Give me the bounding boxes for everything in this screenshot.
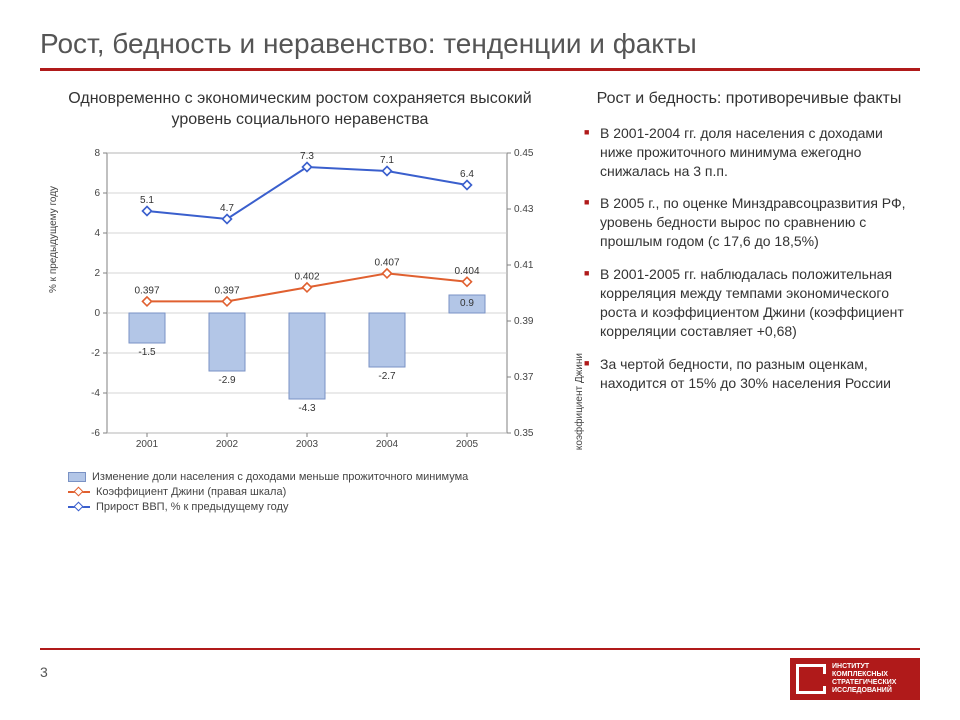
columns: Одновременно с экономическим ростом сохр…	[40, 89, 920, 516]
legend-label: Изменение доли населения с доходами мень…	[92, 471, 468, 483]
svg-text:0.9: 0.9	[460, 298, 474, 309]
legend-label: Коэффициент Джини (правая шкала)	[96, 486, 286, 498]
legend-item-gdp: Прирост ВВП, % к предыдущему году	[68, 501, 560, 513]
legend-swatch-line	[68, 502, 90, 512]
page-title: Рост, бедность и неравенство: тенденции …	[40, 28, 920, 71]
svg-text:8: 8	[94, 148, 100, 159]
svg-text:0.402: 0.402	[294, 271, 319, 282]
svg-text:-2: -2	[91, 348, 100, 359]
legend-swatch-line	[68, 487, 90, 497]
legend-swatch-bar	[68, 472, 86, 482]
svg-text:-1.5: -1.5	[138, 347, 156, 358]
svg-text:0.397: 0.397	[214, 285, 239, 296]
svg-text:0: 0	[94, 308, 100, 319]
svg-text:0.39: 0.39	[514, 316, 534, 327]
bullet-list: В 2001-2004 гг. доля населения с доходам…	[584, 124, 914, 393]
svg-text:-4.3: -4.3	[298, 403, 316, 414]
svg-text:0.397: 0.397	[134, 285, 159, 296]
svg-text:6: 6	[94, 188, 100, 199]
svg-text:0.45: 0.45	[514, 148, 534, 159]
left-subtitle: Одновременно с экономическим ростом сохр…	[40, 89, 560, 131]
bullet-item: В 2001-2005 гг. наблюдалась положительна…	[584, 265, 914, 341]
svg-text:0.37: 0.37	[514, 372, 534, 383]
right-subtitle: Рост и бедность: противоречивые факты	[584, 89, 914, 110]
logo-icon	[796, 664, 826, 694]
svg-text:6.4: 6.4	[460, 169, 474, 180]
svg-text:2001: 2001	[136, 439, 159, 450]
svg-text:2004: 2004	[376, 439, 399, 450]
logo: ИНСТИТУТКОМПЛЕКСНЫХСТРАТЕГИЧЕСКИХИССЛЕДО…	[790, 658, 920, 700]
footer-rule	[40, 648, 920, 650]
svg-text:-2.7: -2.7	[378, 371, 396, 382]
chart: % к предыдущему году коэффициент Джини -…	[52, 143, 560, 463]
svg-text:2: 2	[94, 268, 100, 279]
svg-text:2003: 2003	[296, 439, 319, 450]
svg-text:4: 4	[94, 228, 100, 239]
bullet-item: За чертой бедности, по разным оценкам, н…	[584, 355, 914, 393]
chart-svg: -6 -4 -2 0 2 4 6 8 0.35 0.37 0.39 0.41 0.43 0.45 -1.5 -…	[52, 143, 552, 453]
logo-text: ИНСТИТУТКОМПЛЕКСНЫХСТРАТЕГИЧЕСКИХИССЛЕДО…	[832, 663, 896, 695]
legend-item-gini: Коэффициент Джини (правая шкала)	[68, 486, 560, 498]
y-axis-left-label: % к предыдущему году	[48, 186, 59, 293]
slide: Рост, бедность и неравенство: тенденции …	[0, 0, 960, 720]
svg-text:5.1: 5.1	[140, 195, 154, 206]
svg-text:-4: -4	[91, 388, 100, 399]
svg-text:2005: 2005	[456, 439, 479, 450]
legend-label: Прирост ВВП, % к предыдущему году	[96, 501, 288, 513]
svg-text:0.35: 0.35	[514, 428, 534, 439]
page-number: 3	[40, 664, 48, 680]
bullet-item: В 2001-2004 гг. доля населения с доходам…	[584, 124, 914, 181]
legend: Изменение доли населения с доходами мень…	[68, 471, 560, 513]
svg-text:0.41: 0.41	[514, 260, 534, 271]
svg-text:0.404: 0.404	[454, 265, 479, 276]
svg-text:-6: -6	[91, 428, 100, 439]
svg-text:0.407: 0.407	[374, 257, 399, 268]
legend-item-bar: Изменение доли населения с доходами мень…	[68, 471, 560, 483]
svg-text:7.3: 7.3	[300, 151, 314, 162]
right-column: Рост и бедность: противоречивые факты В …	[584, 89, 914, 516]
svg-text:0.43: 0.43	[514, 204, 534, 215]
svg-text:4.7: 4.7	[220, 203, 234, 214]
left-column: Одновременно с экономическим ростом сохр…	[40, 89, 560, 516]
svg-text:7.1: 7.1	[380, 155, 394, 166]
svg-text:2002: 2002	[216, 439, 239, 450]
svg-text:-2.9: -2.9	[218, 375, 236, 386]
bullet-item: В 2005 г., по оценке Минздравсоцразвития…	[584, 194, 914, 251]
